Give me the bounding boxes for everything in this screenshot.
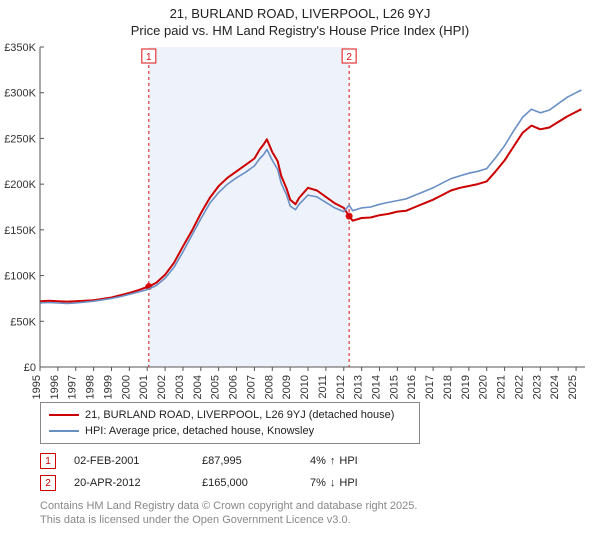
svg-text:£0: £0 [24, 362, 36, 374]
svg-text:1997: 1997 [67, 375, 79, 399]
svg-text:2: 2 [346, 52, 352, 63]
svg-text:2022: 2022 [513, 375, 525, 399]
legend-swatch-property [49, 414, 79, 416]
footer-attribution: Contains HM Land Registry data © Crown c… [40, 500, 600, 528]
svg-text:1996: 1996 [49, 375, 61, 399]
price-chart: £0 £50K £100K £150K £200K £250K £300K £350K 1995… [0, 42, 600, 402]
arrow-up-icon: ↑ [330, 455, 336, 467]
svg-text:2023: 2023 [531, 375, 543, 399]
svg-text:2013: 2013 [353, 375, 365, 399]
sale-badge-1: 1 [40, 453, 56, 469]
svg-text:2002: 2002 [156, 375, 168, 399]
sale-row-1: 1 02-FEB-2001 £87,995 4% ↑ HPI [40, 450, 600, 472]
svg-text:1: 1 [146, 52, 152, 63]
legend-label-hpi: HPI: Average price, detached house, Know… [85, 425, 314, 437]
svg-text:2025: 2025 [567, 375, 579, 399]
sale-delta-pct-1: 4% [310, 455, 326, 467]
sale-events: 1 02-FEB-2001 £87,995 4% ↑ HPI 2 20-APR-… [40, 450, 600, 494]
sale-delta-pct-2: 7% [310, 477, 326, 489]
svg-text:2021: 2021 [496, 375, 508, 399]
svg-text:£250K: £250K [4, 133, 36, 145]
svg-text:2001: 2001 [138, 375, 150, 399]
svg-text:2008: 2008 [263, 375, 275, 399]
sale-date-2: 20-APR-2012 [74, 477, 184, 489]
svg-text:2018: 2018 [442, 375, 454, 399]
svg-text:2024: 2024 [549, 375, 561, 399]
svg-text:2014: 2014 [371, 375, 383, 399]
svg-text:1998: 1998 [85, 375, 97, 399]
svg-text:1999: 1999 [102, 375, 114, 399]
title-line-1: 21, BURLAND ROAD, LIVERPOOL, L26 9YJ [0, 6, 600, 21]
svg-text:2010: 2010 [299, 375, 311, 399]
sale-delta-1: 4% ↑ HPI [310, 455, 358, 467]
sale-price-1: £87,995 [202, 455, 292, 467]
svg-text:£100K: £100K [4, 271, 36, 283]
svg-text:£350K: £350K [4, 42, 36, 54]
legend-row-property: 21, BURLAND ROAD, LIVERPOOL, L26 9YJ (de… [49, 407, 411, 423]
svg-text:2016: 2016 [406, 375, 418, 399]
svg-text:2009: 2009 [281, 375, 293, 399]
sale-delta-2: 7% ↓ HPI [310, 477, 358, 489]
legend-label-property: 21, BURLAND ROAD, LIVERPOOL, L26 9YJ (de… [85, 409, 394, 421]
svg-text:2004: 2004 [192, 375, 204, 399]
svg-text:2007: 2007 [245, 375, 257, 399]
legend-box: 21, BURLAND ROAD, LIVERPOOL, L26 9YJ (de… [40, 402, 420, 444]
svg-text:2000: 2000 [120, 375, 132, 399]
svg-text:2019: 2019 [460, 375, 472, 399]
arrow-down-icon: ↓ [330, 477, 336, 489]
footer-line-2: This data is licensed under the Open Gov… [40, 514, 600, 528]
sale-price-2: £165,000 [202, 477, 292, 489]
svg-text:2015: 2015 [388, 375, 400, 399]
svg-text:£150K: £150K [4, 225, 36, 237]
svg-text:£50K: £50K [10, 316, 36, 328]
svg-text:2020: 2020 [478, 375, 490, 399]
title-line-2: Price paid vs. HM Land Registry's House … [0, 23, 600, 38]
footer-line-1: Contains HM Land Registry data © Crown c… [40, 500, 600, 514]
sale-date-1: 02-FEB-2001 [74, 455, 184, 467]
sale-delta-label-2: HPI [339, 477, 357, 489]
svg-text:2003: 2003 [174, 375, 186, 399]
svg-text:2017: 2017 [424, 375, 436, 399]
chart-title-block: 21, BURLAND ROAD, LIVERPOOL, L26 9YJ Pri… [0, 0, 600, 38]
svg-text:1995: 1995 [31, 375, 43, 399]
sale-badge-2: 2 [40, 475, 56, 491]
svg-text:2005: 2005 [210, 375, 222, 399]
svg-text:£300K: £300K [4, 88, 36, 100]
svg-text:2011: 2011 [317, 375, 329, 399]
svg-text:2006: 2006 [228, 375, 240, 399]
sale-row-2: 2 20-APR-2012 £165,000 7% ↓ HPI [40, 472, 600, 494]
svg-text:2012: 2012 [335, 375, 347, 399]
legend-swatch-hpi [49, 430, 79, 432]
legend-row-hpi: HPI: Average price, detached house, Know… [49, 423, 411, 439]
sale-delta-label-1: HPI [339, 455, 357, 467]
svg-text:£200K: £200K [4, 179, 36, 191]
